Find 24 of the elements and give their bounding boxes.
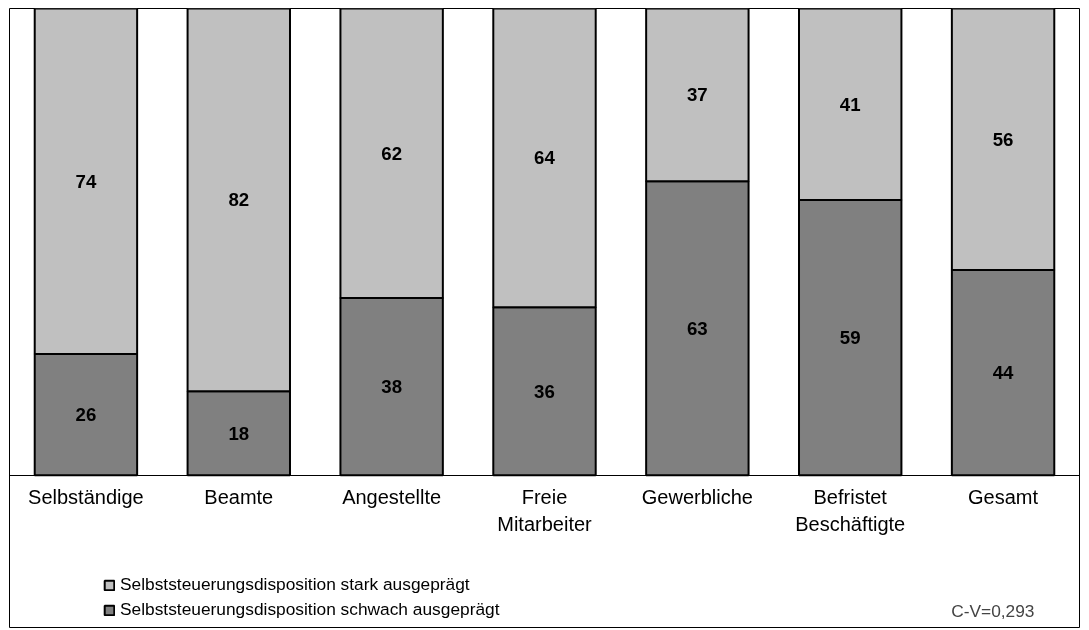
x-tick-label: Beamte [204,486,274,509]
data-label: 37 [686,84,708,106]
x-tick-label: Freie Mitarbeiter [497,486,593,535]
x-tick-label: Angestellte [342,486,442,509]
x-tick-label: Selbständige [28,486,144,509]
data-label: 36 [534,380,555,402]
data-label: 74 [75,170,97,192]
data-label: 41 [839,93,861,115]
data-label: 64 [534,147,556,169]
data-label: 26 [75,404,97,426]
text: C-V=0,293 [951,600,1035,621]
x-tick-label: Gewerbliche [641,486,753,509]
data-label: 56 [992,128,1014,150]
x-tick-label: Befristet Beschäftigte [795,486,906,535]
data-label: 59 [839,327,861,349]
data-label: 82 [228,189,250,211]
data-label: 62 [381,142,403,164]
data-label: 38 [381,376,403,398]
data-label: 44 [992,362,1015,384]
legend-label: Selbststeuerungsdisposition stark ausgeprägt [120,574,470,595]
legend-label: Selbststeuerungsdisposition schwach ausgeprägt [120,599,500,620]
data-label: 18 [228,422,250,444]
x-tick-label: Gesamt [968,486,1039,509]
data-label: 63 [686,317,708,339]
